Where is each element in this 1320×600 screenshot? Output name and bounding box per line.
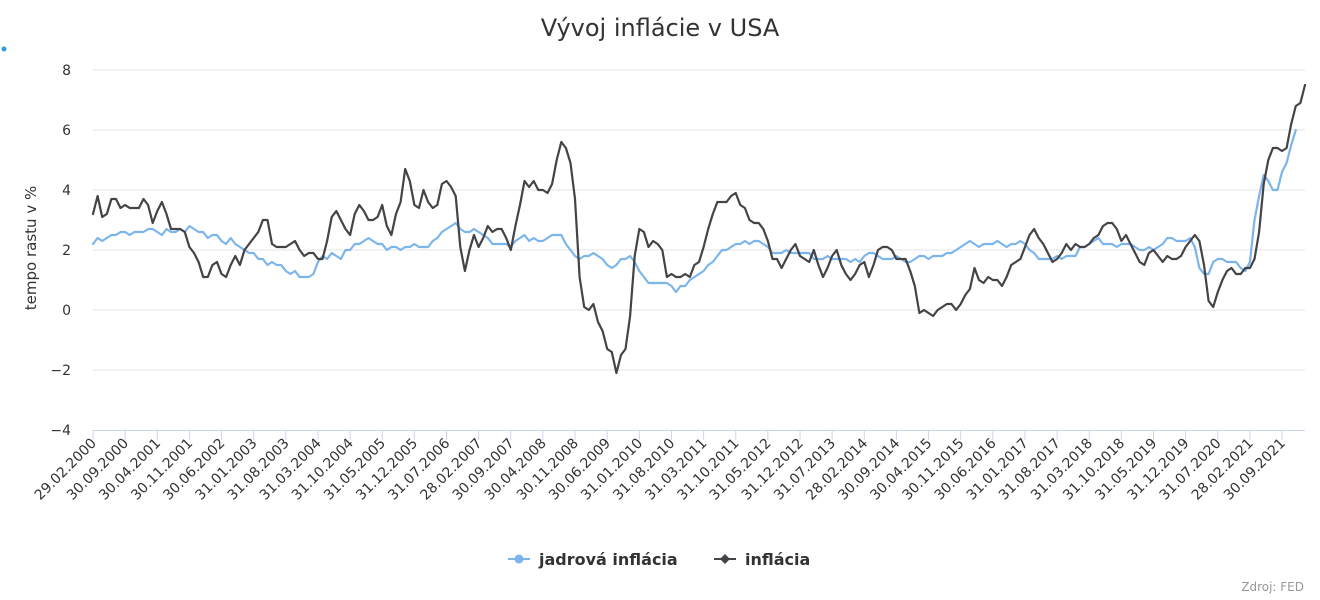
- y-tick-label: −4: [50, 423, 71, 439]
- y-tick-label: 4: [62, 183, 71, 199]
- legend[interactable]: jadrová inflácia inflácia: [508, 550, 810, 569]
- series-line-1: [91, 83, 1307, 375]
- y-tick-label: 6: [62, 123, 71, 139]
- legend-item-1[interactable]: inflácia: [714, 550, 810, 569]
- legend-diamond-marker-icon: [720, 554, 730, 564]
- legend-circle-marker-icon: [514, 554, 524, 564]
- legend-item-0[interactable]: jadrová inflácia: [508, 550, 678, 569]
- series-line-0: [91, 128, 1297, 294]
- y-tick-label: 2: [62, 243, 71, 259]
- y-axis-ticks: −4 −2 0 2 4 6 8: [50, 63, 71, 439]
- legend-label: inflácia: [745, 550, 810, 569]
- grid: [93, 69, 1305, 371]
- legend-label: jadrová inflácia: [538, 550, 678, 569]
- y-axis-title: tempo rastu v %: [22, 186, 40, 310]
- x-axis: 29.02.200030.09.200030.04.200130.11.2001…: [32, 430, 1305, 504]
- y-tick-label: −2: [50, 363, 71, 379]
- credit: Zdroj: FED: [1241, 580, 1304, 594]
- chart-title: Vývoj inflácie v USA: [541, 14, 780, 42]
- series-group: [91, 83, 1307, 375]
- y-tick-label: 0: [62, 303, 71, 319]
- corner-dot-icon: [1, 46, 7, 52]
- y-tick-label: 8: [62, 63, 71, 79]
